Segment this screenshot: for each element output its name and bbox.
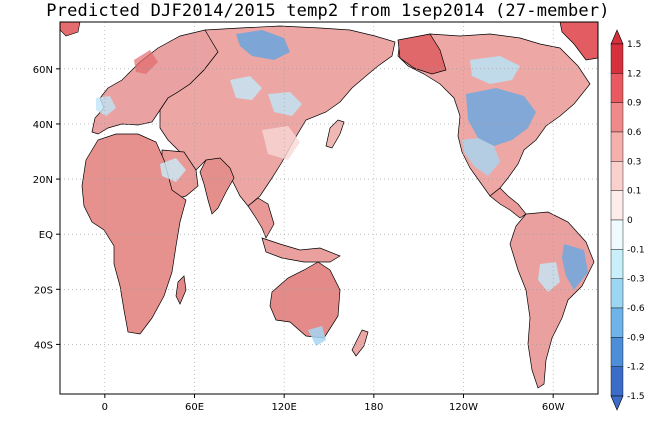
- lat-tick-label: 40S: [34, 340, 53, 351]
- colorbar-label: 1.2: [627, 69, 641, 79]
- anomaly-northwest-siberia-cold: [236, 30, 290, 60]
- colorbar-top-arrow: [610, 29, 624, 45]
- colorbar-segment: [610, 43, 624, 74]
- anomaly-mongolia-cool: [268, 92, 302, 116]
- lon-tick-label: 60W: [542, 402, 565, 413]
- lon-tick-label: 0: [102, 402, 108, 413]
- lat-tick-label: 40N: [33, 120, 53, 131]
- anomaly-south-america-cool: [538, 262, 560, 292]
- landmass-indonesia: [261, 237, 341, 263]
- colorbar-segment: [610, 278, 624, 309]
- colorbar-segment: [610, 307, 624, 338]
- colorbar-label: -0.1: [627, 245, 645, 255]
- colorbar-label: -0.9: [627, 333, 645, 343]
- landmass-arctic-island: [60, 22, 81, 37]
- anomaly-middle-east-cool: [160, 158, 186, 182]
- lon-tick-label: 120W: [449, 402, 478, 413]
- anomaly-north-america-cool-edge: [462, 138, 500, 176]
- lon-tick-label: 120E: [271, 402, 296, 413]
- colorbar-segment: [610, 161, 624, 191]
- anomaly-europe-cool: [96, 96, 116, 116]
- colorbar-label: -1.2: [627, 363, 645, 373]
- anomaly-arctic-canada-cool: [470, 56, 520, 84]
- colorbar-label: 0: [627, 216, 633, 226]
- lon-tick-label: 60E: [185, 402, 204, 413]
- colorbar-label: 0.1: [627, 187, 641, 197]
- colorbar-segment: [610, 337, 624, 367]
- anomaly-australia-south-cool: [308, 326, 326, 346]
- lat-tick-label: 60N: [33, 65, 53, 76]
- lon-tick-label: 180: [364, 402, 383, 413]
- colorbar-segment: [610, 102, 624, 133]
- lat-tick-label: EQ: [39, 230, 53, 241]
- longitude-axis: 0 60E 120E 180 120W 60W: [102, 394, 565, 413]
- colorbar-label: -0.6: [627, 304, 645, 314]
- map-frame: [59, 21, 599, 395]
- anomaly-north-america-cold: [466, 88, 536, 146]
- anomaly-central-asia-cool: [230, 76, 262, 100]
- lat-tick-label: 20S: [34, 285, 53, 296]
- landmass-new-zealand: [351, 329, 369, 357]
- colorbar-segment: [610, 73, 624, 103]
- land-layer: [60, 22, 598, 389]
- colorbar-segment: [610, 190, 624, 221]
- colorbar-label: 0.9: [627, 99, 642, 109]
- colorbar-segment: [610, 131, 624, 162]
- grid-lines: [60, 22, 598, 394]
- lat-tick-label: 20N: [33, 175, 53, 186]
- anomaly-china-neutral: [262, 126, 300, 160]
- anomaly-scandinavia-warm: [134, 50, 158, 74]
- landmass-greenland: [559, 22, 598, 61]
- colorbar: 1.5 1.2 0.9 0.6 0.3 0.1 0 -0.1 -0.3 -0.6 -0.9 -1.2 -…: [610, 29, 645, 411]
- colorbar-segment: [610, 219, 624, 250]
- landmass-africa: [81, 133, 187, 335]
- colorbar-label: 0.3: [627, 157, 641, 167]
- colorbar-label: 0.6: [627, 128, 642, 138]
- landmass-japan: [325, 119, 345, 149]
- colorbar-bottom-arrow: [610, 395, 624, 411]
- colorbar-segment: [610, 366, 624, 397]
- figure-title: Predicted DJF2014/2015 temp2 from 1sep20…: [46, 1, 610, 21]
- colorbar-label: -0.3: [627, 275, 645, 285]
- colorbar-label: 1.5: [627, 40, 641, 50]
- anomaly-east-brazil-cold: [562, 244, 588, 290]
- latitude-axis: 60N 40N 20N EQ 20S 40S: [33, 65, 60, 351]
- landmass-india: [199, 157, 235, 215]
- landmass-madagascar: [175, 275, 187, 305]
- landmass-australia: [269, 261, 341, 339]
- landmass-southeast-asia: [247, 197, 275, 239]
- colorbar-label: -1.5: [627, 392, 645, 402]
- colorbar-segment: [610, 249, 624, 279]
- landmass-alaska: [397, 33, 447, 75]
